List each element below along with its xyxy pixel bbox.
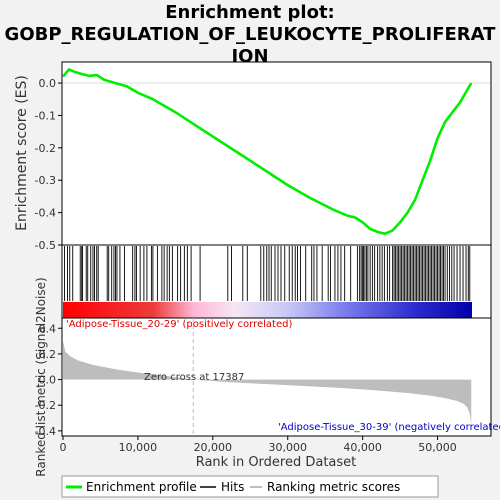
zero-cross-label: Zero cross at 17387 — [144, 372, 244, 383]
metric-y-tick-label: 0.2 — [39, 348, 57, 361]
es-panel-frame — [61, 61, 492, 246]
title-line-2: GOBP_REGULATION_OF_LEUKOCYTE_PROLIFERAT — [4, 24, 496, 45]
x-tick-label: 30,000 — [268, 441, 307, 454]
es-y-tick-label: -0.4 — [35, 207, 56, 220]
legend-enrichment-label: Enrichment profile — [86, 480, 197, 494]
metric-y-axis-label: Ranked list metric (Signal2Noise) — [34, 277, 48, 476]
title-line-1: Enrichment plot: — [165, 2, 335, 23]
es-y-tick-label: -0.2 — [35, 142, 56, 155]
metric-y-tick-label: -0.2 — [35, 399, 56, 412]
es-y-tick-label: 0.0 — [39, 77, 57, 90]
x-tick-label: 50,000 — [418, 441, 457, 454]
es-y-axis-label: Enrichment score (ES) — [14, 75, 30, 231]
x-tick-label: 10,000 — [119, 441, 158, 454]
rank-colorbar — [63, 302, 472, 318]
x-tick-label: 20,000 — [194, 441, 233, 454]
es-y-tick-label: -0.3 — [35, 174, 56, 187]
metric-y-tick-label: -0.4 — [35, 425, 56, 438]
metric-y-tick-label: 0.4 — [39, 322, 57, 335]
x-tick-label: 40,000 — [343, 441, 382, 454]
legend-metric-label: Ranking metric scores — [267, 480, 400, 494]
es-y-tick-label: -0.1 — [35, 109, 56, 122]
x-tick-label: 0 — [60, 441, 67, 454]
legend-hits-label: Hits — [221, 480, 244, 494]
ranking-metric-area — [63, 341, 472, 425]
enrichment-profile-line — [62, 68, 473, 235]
x-axis-label: Rank in Ordered Dataset — [196, 455, 357, 470]
positive-correlation-label: 'Adipose-Tissue_20-29' (positively corre… — [66, 319, 292, 330]
negative-correlation-label: 'Adipose-Tissue_30-39' (negatively corre… — [278, 422, 500, 433]
metric-y-tick-label: 0.0 — [39, 374, 57, 387]
es-y-tick-label: -0.5 — [35, 239, 56, 252]
